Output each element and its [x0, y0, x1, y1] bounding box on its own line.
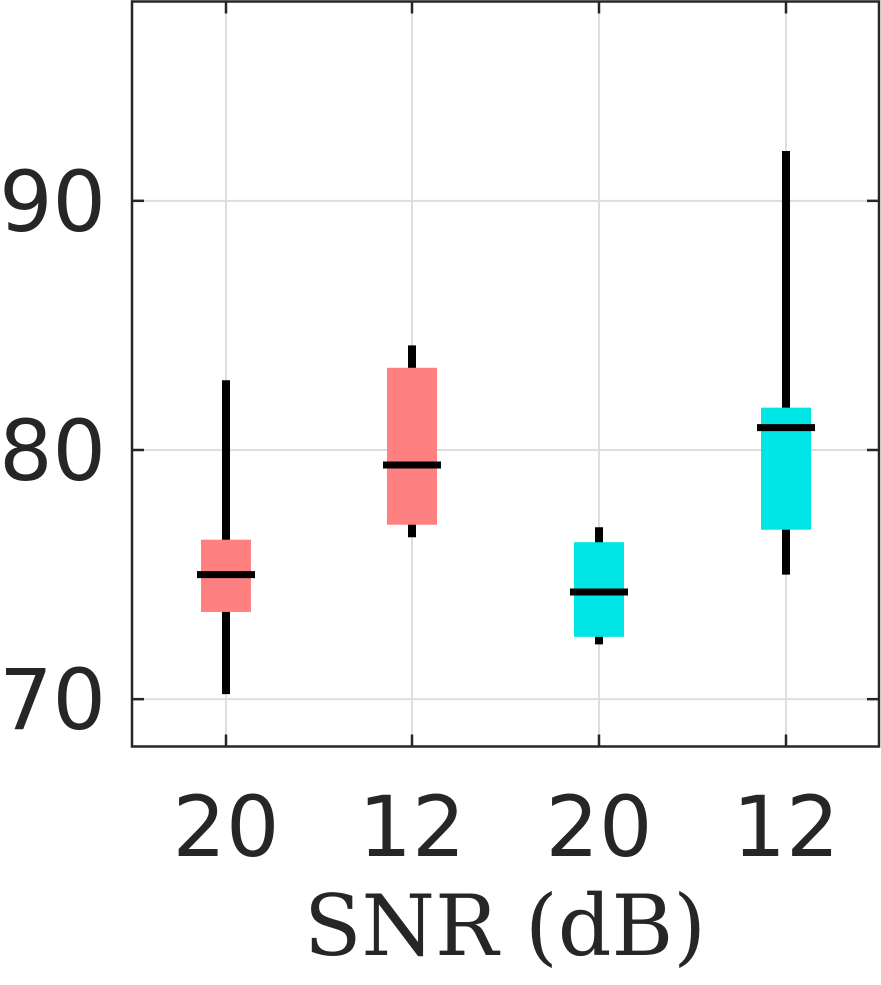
x-tick-label: 12 [733, 778, 840, 876]
boxes [197, 150, 815, 695]
box [387, 367, 437, 525]
y-tick-label: 90 [0, 153, 106, 251]
plot-frame [130, 0, 881, 748]
grid [132, 1, 879, 747]
y-tick-label: 80 [0, 402, 106, 500]
x-tick-label: 12 [359, 778, 466, 876]
ticks: 70 80 90 20 12 20 12 [0, 1, 879, 876]
x-tick-label: 20 [546, 778, 653, 876]
x-tick-label: 20 [173, 778, 280, 876]
y-tick-label: 70 [0, 651, 106, 749]
x-axis-label: SNR (dB) [304, 877, 706, 975]
